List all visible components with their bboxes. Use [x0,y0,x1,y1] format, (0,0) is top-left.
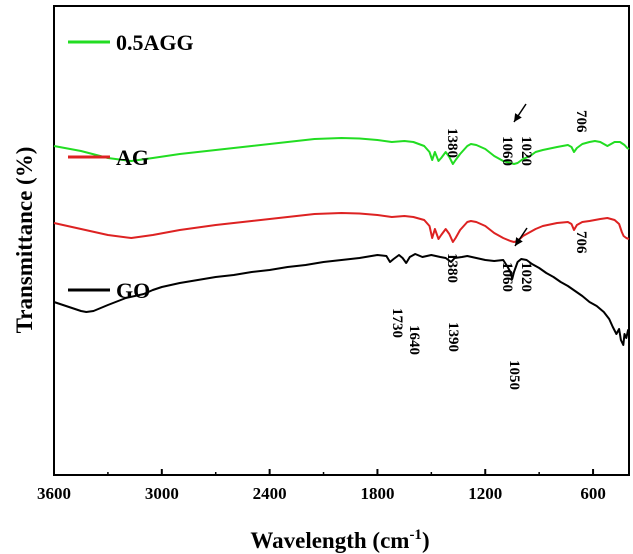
peak-label: 1060 [499,262,515,292]
x-axis-title: Wavelength (cm-1) [250,527,429,553]
x-axis-ticks: 3600 3000 2400 1800 1200 600 [37,469,606,503]
legend-label: AG [116,145,149,170]
x-tick-label: 2400 [253,484,287,503]
peak-label: 1020 [518,136,534,166]
peak-label: 706 [573,110,589,133]
x-tick-label: 600 [580,484,606,503]
series-line-go [53,253,630,346]
legend-label: GO [116,278,150,303]
peak-label: 1640 [406,325,422,355]
y-axis-title: Transmittance (%) [12,147,37,334]
peak-label: 1730 [389,308,405,338]
series-line-ag [53,212,630,243]
x-tick-label: 1200 [468,484,502,503]
arrow-head [514,113,522,122]
legend: 0.5AGG AG GO [68,30,194,303]
x-tick-label: 3600 [37,484,71,503]
plot-frame [53,5,630,476]
peak-label: 1380 [444,253,460,283]
legend-label: 0.5AGG [116,30,194,55]
x-tick-label: 1800 [360,484,394,503]
peak-label: 706 [573,231,589,254]
peak-label: 1380 [444,128,460,158]
peak-label: 1060 [499,136,515,166]
peak-label: 1390 [445,322,461,352]
series-line-05agg [53,137,630,165]
x-tick-label: 3000 [145,484,179,503]
arrow-head [515,237,523,246]
series-layer [53,137,630,346]
peak-label: 1020 [518,262,534,292]
peak-label: 1050 [506,360,522,390]
